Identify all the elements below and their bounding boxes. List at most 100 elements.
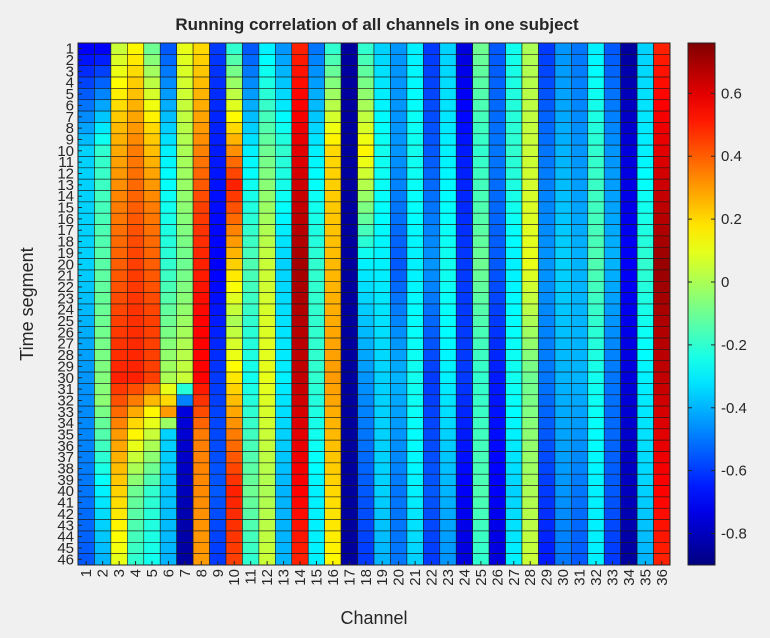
heatmap-cell	[521, 133, 539, 146]
heatmap-cell	[406, 439, 424, 452]
heatmap-cell	[488, 451, 506, 464]
heatmap-cell	[554, 201, 572, 214]
heatmap-cell	[110, 405, 128, 418]
heatmap-cell	[340, 462, 358, 475]
heatmap-cell	[209, 42, 227, 55]
heatmap-cell	[455, 133, 473, 146]
heatmap-cell	[571, 507, 589, 520]
heatmap-cell	[603, 462, 621, 475]
heatmap-cell	[488, 292, 506, 305]
heatmap-cell	[242, 212, 260, 225]
heatmap-cell	[159, 212, 177, 225]
heatmap-cell	[571, 451, 589, 464]
heatmap-cell	[357, 65, 375, 78]
heatmap-cell	[127, 76, 145, 89]
heatmap-cell	[192, 303, 210, 316]
heatmap-cell	[324, 507, 342, 520]
heatmap-cell	[571, 292, 589, 305]
heatmap-cell	[373, 485, 391, 498]
heatmap-cell	[94, 201, 112, 214]
heatmap-cell	[554, 178, 572, 191]
heatmap-cell	[275, 326, 293, 339]
heatmap-cell	[143, 212, 161, 225]
heatmap-cell	[159, 110, 177, 123]
heatmap-cell	[587, 133, 605, 146]
heatmap-cell	[406, 99, 424, 112]
heatmap-cell	[439, 65, 457, 78]
heatmap-cell	[209, 99, 227, 112]
heatmap-cell	[291, 383, 309, 396]
heatmap-cell	[521, 349, 539, 362]
heatmap-cell	[587, 224, 605, 237]
heatmap-cell	[406, 507, 424, 520]
heatmap-cell	[258, 246, 276, 259]
heatmap-cell	[653, 519, 671, 532]
heatmap-cell	[603, 133, 621, 146]
heatmap-cell	[521, 394, 539, 407]
heatmap-cell	[603, 65, 621, 78]
heatmap-cell	[505, 76, 523, 89]
heatmap-cell	[192, 541, 210, 554]
heatmap-cell	[390, 110, 408, 123]
heatmap-cell	[94, 349, 112, 362]
heatmap-cell	[538, 144, 556, 157]
heatmap-cell	[192, 156, 210, 169]
heatmap-cell	[538, 65, 556, 78]
heatmap-cell	[587, 303, 605, 316]
heatmap-cell	[554, 235, 572, 248]
heatmap-cell	[439, 439, 457, 452]
heatmap-cell	[620, 371, 638, 384]
heatmap-cell	[225, 99, 243, 112]
x-axis-tick-label: 12	[259, 569, 276, 586]
heatmap-cell	[488, 42, 506, 55]
heatmap-cell	[521, 258, 539, 271]
heatmap-cell	[242, 326, 260, 339]
heatmap-cell	[275, 190, 293, 203]
heatmap-cell	[603, 156, 621, 169]
heatmap-cell	[242, 383, 260, 396]
heatmap-cell	[488, 201, 506, 214]
heatmap-cell	[603, 190, 621, 203]
heatmap-cell	[587, 360, 605, 373]
heatmap-cell	[439, 212, 457, 225]
heatmap-cell	[538, 99, 556, 112]
heatmap-cell	[571, 280, 589, 293]
heatmap-cell	[636, 383, 654, 396]
heatmap-cell	[209, 246, 227, 259]
heatmap-cell	[423, 88, 441, 101]
heatmap-cell	[307, 156, 325, 169]
heatmap-cell	[324, 76, 342, 89]
heatmap-cell	[636, 417, 654, 430]
heatmap-cell	[143, 507, 161, 520]
heatmap-cell	[110, 451, 128, 464]
y-axis-tick-labels: 1234567891011121314151617181920212223242…	[57, 41, 82, 568]
heatmap-cell	[340, 439, 358, 452]
heatmap-cell	[176, 280, 194, 293]
heatmap-cell	[324, 485, 342, 498]
heatmap-cell	[587, 258, 605, 271]
heatmap-cell	[176, 383, 194, 396]
heatmap-cell	[258, 258, 276, 271]
heatmap-cell	[472, 496, 490, 509]
heatmap-cell	[225, 383, 243, 396]
heatmap-cell	[439, 394, 457, 407]
heatmap-cell	[225, 133, 243, 146]
heatmap-cell	[505, 439, 523, 452]
heatmap-cell	[538, 394, 556, 407]
heatmap-cell	[423, 360, 441, 373]
heatmap-cell	[143, 246, 161, 259]
heatmap-cell	[159, 394, 177, 407]
heatmap-cell	[521, 530, 539, 543]
heatmap-cell	[324, 394, 342, 407]
heatmap-cell	[225, 473, 243, 486]
colorbar-tick-label: 0.2	[721, 211, 742, 228]
x-axis-tick-label: 35	[637, 569, 654, 586]
heatmap-cell	[455, 122, 473, 135]
heatmap-cell	[192, 315, 210, 328]
heatmap-cell	[587, 462, 605, 475]
heatmap-cell	[127, 54, 145, 66]
heatmap-cell	[571, 405, 589, 418]
heatmap-cell	[357, 507, 375, 520]
heatmap-cell	[159, 326, 177, 339]
heatmap-cell	[159, 99, 177, 112]
